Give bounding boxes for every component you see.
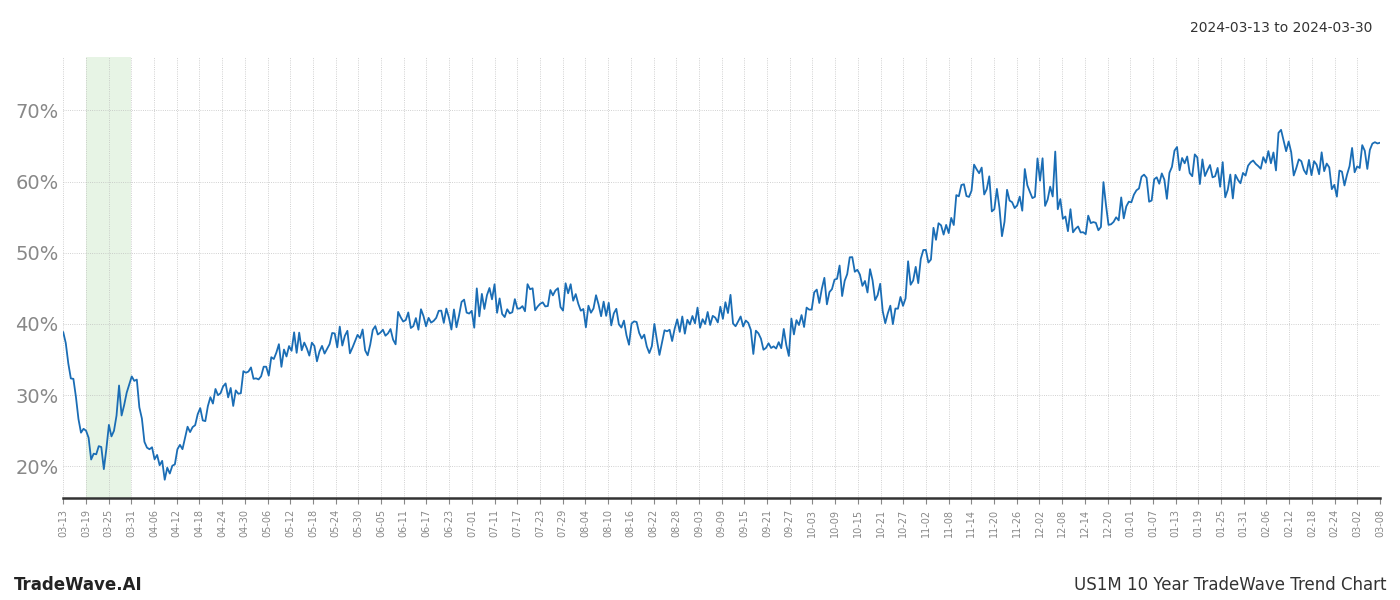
Text: 2024-03-13 to 2024-03-30: 2024-03-13 to 2024-03-30 bbox=[1190, 21, 1372, 35]
Text: US1M 10 Year TradeWave Trend Chart: US1M 10 Year TradeWave Trend Chart bbox=[1074, 576, 1386, 594]
Bar bbox=[85, 57, 132, 499]
Text: TradeWave.AI: TradeWave.AI bbox=[14, 576, 143, 594]
